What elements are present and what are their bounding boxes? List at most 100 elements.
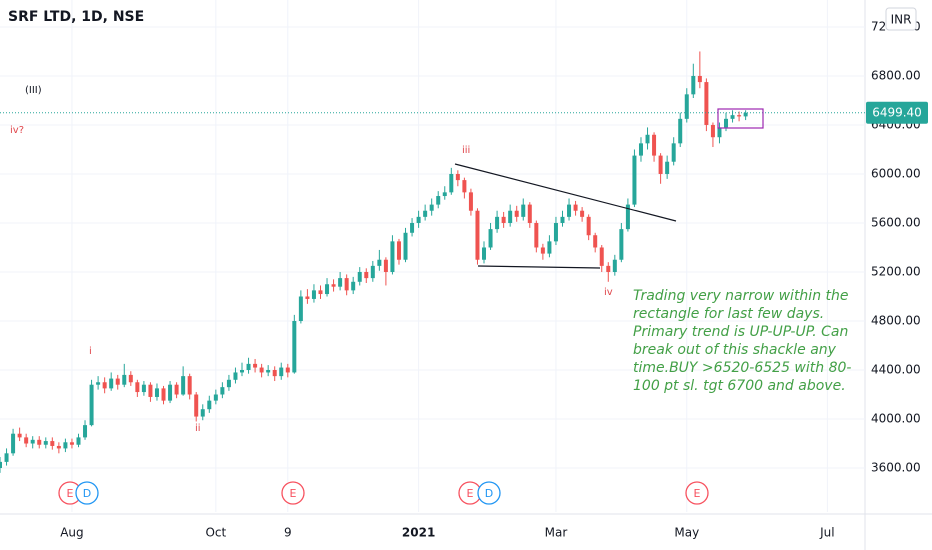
candle-body: [436, 196, 441, 205]
candle-body: [83, 425, 88, 438]
candle-body: [246, 363, 251, 371]
candle-body: [187, 376, 192, 395]
candle-body: [508, 210, 513, 223]
candle-body: [181, 376, 186, 395]
candle-body: [370, 265, 375, 279]
candle-body: [305, 296, 310, 299]
range-rectangle: [717, 108, 764, 129]
x-tick-label: Mar: [545, 526, 568, 540]
candle-body: [671, 143, 676, 162]
candle-body: [338, 278, 343, 287]
candle-body: [567, 204, 572, 217]
candle-body: [253, 363, 258, 368]
candle-body: [279, 367, 284, 377]
candle-body: [383, 259, 388, 272]
candle-body: [4, 453, 9, 462]
event-marker[interactable]: [685, 481, 709, 505]
candle-body: [658, 155, 663, 174]
event-marker[interactable]: [477, 481, 501, 505]
candle-body: [154, 388, 159, 397]
y-tick-label: 5200.00: [871, 264, 921, 278]
candle-body: [226, 379, 231, 388]
candle-body: [462, 180, 467, 193]
y-tick-label: 5600.00: [871, 215, 921, 229]
candle-body: [449, 173, 454, 193]
currency-label: INR: [891, 13, 912, 27]
note-line: time.BUY >6520-6525 with 80-: [633, 360, 851, 376]
grid: [0, 0, 865, 512]
candle-body: [377, 259, 382, 266]
candle-body: [586, 216, 591, 236]
candle-body: [743, 112, 748, 117]
candle-body: [43, 441, 48, 445]
candle-body: [24, 437, 29, 444]
candle-body: [482, 247, 487, 260]
candle-body: [148, 384, 153, 397]
candle-body: [272, 370, 277, 377]
last-price-label: 6499.40: [872, 105, 922, 119]
candle-body: [632, 155, 637, 205]
candle-body: [560, 216, 565, 223]
candle-body: [612, 259, 617, 272]
candle-body: [364, 271, 369, 279]
candle-body: [390, 241, 395, 272]
candle-body: [573, 204, 578, 211]
candle-body: [233, 372, 238, 380]
candle-body: [207, 400, 212, 410]
candle-body: [455, 173, 460, 181]
candle-body: [0, 461, 2, 469]
x-tick-label: Jul: [819, 526, 834, 540]
last-price-box: [866, 101, 928, 124]
candle-body: [691, 75, 696, 95]
candle-body: [325, 284, 330, 295]
y-tick-label: 6000.00: [871, 166, 921, 180]
y-tick-label: 4400.00: [871, 363, 921, 377]
wave-label: iv: [604, 287, 613, 298]
candle-body: [63, 442, 68, 449]
candle-body: [501, 216, 506, 223]
candle-body: [96, 382, 101, 385]
note-line: Trading very narrow within the: [633, 288, 849, 304]
note-line: rectangle for last few days.: [633, 306, 824, 322]
candle-body: [704, 82, 709, 125]
candle-body: [593, 235, 598, 248]
event-label: D: [485, 487, 493, 500]
candle-body: [468, 192, 473, 211]
candle-body: [665, 161, 670, 174]
candle-body: [416, 216, 421, 223]
candle-body: [638, 143, 643, 156]
candle-body: [318, 290, 323, 295]
y-tick-label: 4000.00: [871, 412, 921, 426]
candle-body: [684, 94, 689, 119]
overlay: 3600.00 4000.00 4400.00 4800.00 5200.00 5600.…: [10, 19, 928, 540]
candle-body: [423, 210, 428, 217]
candle-body: [115, 378, 120, 385]
candle-body: [240, 370, 245, 373]
candle-body: [56, 445, 61, 449]
candle-body: [259, 367, 264, 373]
candle-body: [606, 265, 611, 272]
note-line: 100 pt sl. tgt 6700 and above.: [633, 378, 846, 394]
candle-body: [645, 134, 650, 144]
candle-body: [122, 374, 127, 385]
x-tick-label: Aug: [60, 526, 83, 540]
x-tick-label: May: [674, 526, 699, 540]
wave-label: i: [89, 346, 92, 357]
candle-body: [311, 290, 316, 299]
candle-body: [521, 204, 526, 217]
candle-body: [37, 439, 42, 445]
candle-body: [410, 222, 415, 233]
event-label: E: [67, 487, 74, 500]
wave-label: iii: [462, 145, 470, 156]
event-marker[interactable]: [281, 481, 305, 505]
candle-body: [102, 382, 107, 389]
y-tick-label: 3600.00: [871, 461, 921, 475]
candle-body: [11, 433, 16, 454]
candle-body: [625, 204, 630, 230]
candle-body: [527, 204, 532, 223]
event-marker[interactable]: [75, 481, 99, 505]
x-tick-label: 2021: [402, 526, 435, 540]
candle-body: [109, 378, 114, 389]
currency-badge[interactable]: [885, 7, 917, 31]
